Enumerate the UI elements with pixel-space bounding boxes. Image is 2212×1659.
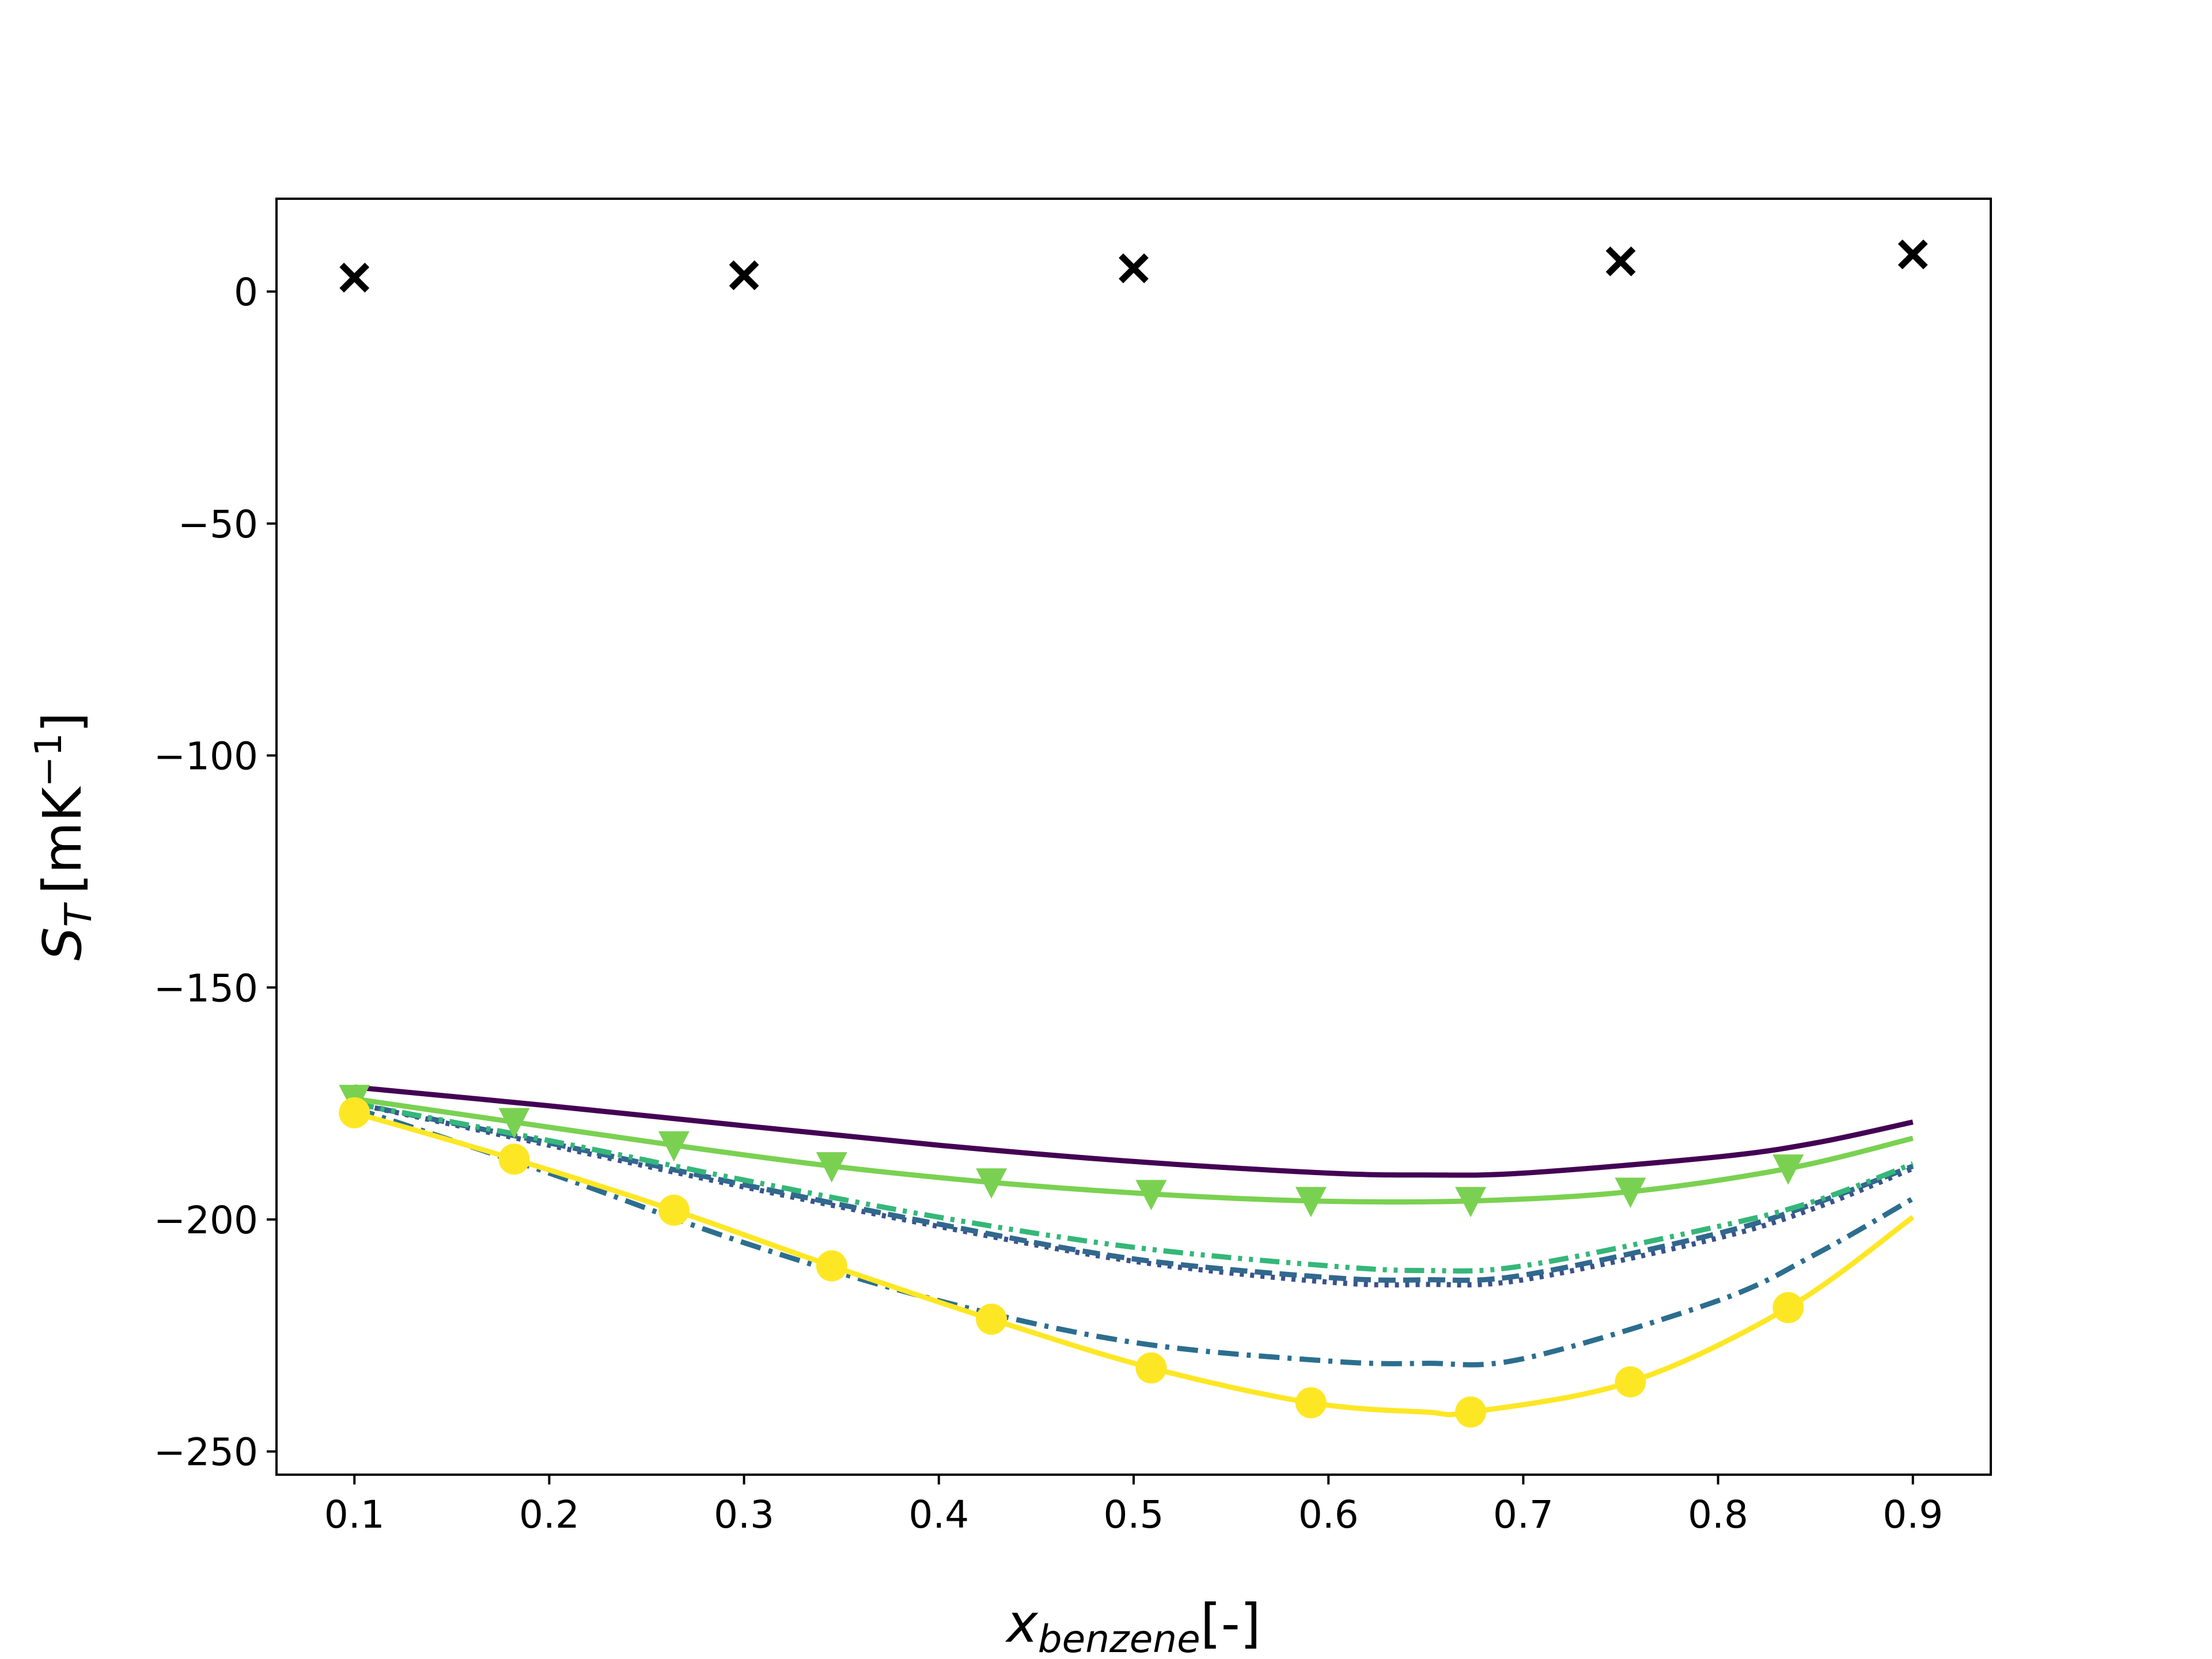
x-tick-label-7: 0.8 (1688, 1493, 1748, 1537)
series-1-line (354, 1101, 1914, 1288)
series-6-marker-9 (1772, 1292, 1804, 1324)
y-axis-label-var: S (32, 927, 93, 960)
series-5-marker-1 (498, 1108, 530, 1139)
x-axis-label-suffix: [-] (1200, 1593, 1261, 1654)
y-tick-label-1: −50 (178, 502, 258, 547)
x-tick-label-4: 0.5 (1104, 1493, 1164, 1537)
series-layer (353, 1084, 1915, 1418)
series-5-marker-6 (1295, 1187, 1327, 1218)
series-7-marker-2 (1119, 253, 1149, 283)
series-5-marker-2 (658, 1131, 690, 1162)
x-tick-label-5: 0.6 (1298, 1493, 1359, 1537)
series-6-marker-3 (816, 1250, 847, 1282)
x-tick-label-8: 0.9 (1883, 1493, 1943, 1537)
series-7-marker-4 (1897, 239, 1928, 270)
series-2-line (354, 1101, 1914, 1283)
y-axis-label-unit: [mK (32, 786, 93, 895)
y-axis-label-sup: −1 (28, 733, 70, 787)
x-tick-label-3: 0.4 (908, 1493, 969, 1537)
series-5-marker-3 (816, 1152, 847, 1183)
series-7-marker-3 (1605, 246, 1636, 276)
series-7-marker-1 (729, 260, 759, 290)
series-6-marker-8 (1615, 1366, 1646, 1397)
y-tick-label-5: −250 (154, 1430, 258, 1475)
marker-layer (339, 239, 1928, 1428)
x-axis-label: xbenzene[-] (1005, 1593, 1260, 1659)
x-axis: 0.1 0.2 0.3 0.4 0.5 0.6 0.7 0.8 0.9 (324, 1475, 1943, 1537)
series-5-marker-4 (976, 1168, 1007, 1199)
series-6-marker-0 (339, 1097, 370, 1128)
y-tick-label-2: −100 (154, 734, 258, 779)
x-axis-label-var: x (1005, 1593, 1039, 1654)
x-tick-label-1: 0.2 (519, 1493, 579, 1537)
y-tick-label-3: −150 (154, 966, 258, 1010)
series-6-marker-5 (1135, 1352, 1167, 1384)
series-6-marker-2 (658, 1194, 690, 1226)
series-6-marker-6 (1295, 1387, 1327, 1419)
series-5-marker-5 (1135, 1180, 1167, 1211)
series-0-line (354, 1084, 1914, 1178)
series-4-line (354, 1101, 1914, 1274)
y-axis-label: ST [mK−1] (28, 712, 100, 961)
series-7-marker-0 (339, 263, 370, 293)
series-3-line (353, 1105, 1914, 1368)
y-axis: 0 −50 −100 −150 −200 −250 (154, 270, 276, 1475)
series-6-marker-4 (976, 1304, 1007, 1335)
series-5-marker-8 (1615, 1177, 1646, 1209)
series-5-marker-9 (1772, 1154, 1804, 1185)
x-axis-label-sub: benzene (1038, 1617, 1200, 1659)
series-6-line (354, 1110, 1915, 1418)
y-tick-label-4: −200 (154, 1198, 258, 1243)
x-tick-label-0: 0.1 (324, 1493, 385, 1537)
y-axis-label-close: ] (32, 712, 93, 733)
y-tick-label-0: 0 (234, 270, 258, 315)
y-axis-label-sub: T (58, 902, 100, 927)
series-6-marker-7 (1455, 1396, 1487, 1428)
x-tick-label-6: 0.7 (1493, 1493, 1554, 1537)
series-6-marker-1 (498, 1143, 530, 1175)
x-tick-label-2: 0.3 (714, 1493, 774, 1537)
series-5-marker-7 (1455, 1187, 1487, 1218)
